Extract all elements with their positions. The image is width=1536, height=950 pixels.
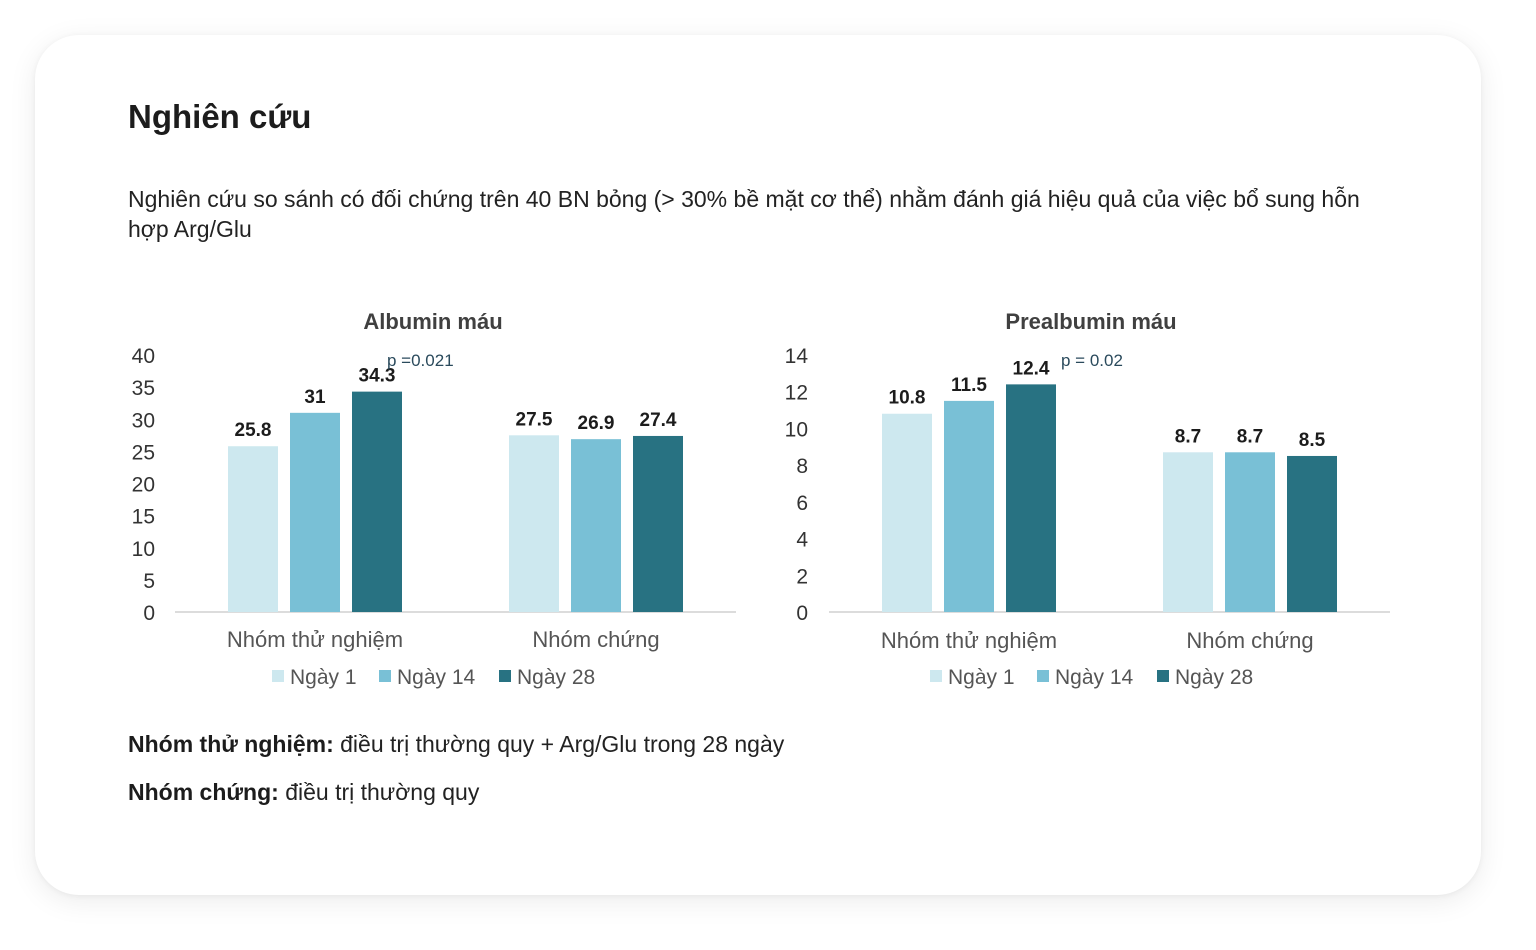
- y-tick-label: 5: [143, 570, 155, 593]
- data-label: 31: [304, 387, 326, 408]
- x-category-label: Nhóm chứng: [532, 627, 659, 652]
- x-category-label: Nhóm thử nghiệm: [881, 628, 1057, 653]
- chart-title: Prealbumin máu: [1005, 309, 1176, 334]
- bar: [571, 439, 621, 612]
- bar: [509, 435, 559, 612]
- y-tick-label: 0: [143, 602, 155, 625]
- p-value-annotation: p = 0.02: [1061, 351, 1123, 370]
- y-tick-label: 14: [785, 345, 809, 368]
- data-label: 8.7: [1237, 426, 1263, 447]
- bar: [1006, 384, 1056, 612]
- bar: [290, 412, 340, 612]
- page-title: Nghiên cứu: [128, 98, 312, 135]
- note-control-group: Nhóm chứng: điều trị thường quy: [128, 777, 479, 807]
- y-tick-label: 0: [796, 602, 808, 625]
- bar: [1225, 452, 1275, 612]
- y-tick-label: 6: [796, 492, 808, 515]
- bar: [633, 435, 683, 612]
- legend-label: Ngày 14: [397, 666, 476, 689]
- data-label: 26.9: [578, 413, 615, 434]
- x-category-label: Nhóm thử nghiệm: [227, 627, 403, 652]
- chart-title: Albumin máu: [363, 309, 502, 334]
- data-label: 27.5: [516, 409, 553, 430]
- y-tick-label: 20: [132, 474, 155, 497]
- legend-label: Ngày 1: [948, 666, 1015, 689]
- data-label: 8.5: [1299, 430, 1326, 451]
- y-tick-label: 10: [132, 538, 155, 561]
- y-tick-label: 4: [796, 529, 808, 552]
- data-label: 11.5: [951, 375, 987, 396]
- legend-swatch: [1157, 670, 1169, 682]
- data-label: 34.3: [359, 366, 396, 387]
- data-label: 10.8: [889, 388, 926, 409]
- study-description: Nghiên cứu so sánh có đối chứng trên 40 …: [128, 186, 1360, 242]
- bar: [944, 400, 994, 612]
- y-tick-label: 2: [796, 565, 808, 588]
- note-label: Nhóm chứng:: [128, 779, 279, 805]
- legend-label: Ngày 14: [1055, 666, 1134, 689]
- bar: [882, 413, 932, 612]
- legend-swatch: [272, 670, 284, 682]
- data-label: 8.7: [1175, 426, 1201, 447]
- note-text: điều trị thường quy: [278, 779, 480, 805]
- legend-swatch: [930, 670, 942, 682]
- legend-swatch: [499, 670, 511, 682]
- data-label: 12.4: [1013, 358, 1050, 379]
- bar: [228, 446, 278, 612]
- y-tick-label: 12: [785, 382, 808, 405]
- y-tick-label: 40: [132, 345, 155, 368]
- bar: [1163, 452, 1213, 612]
- x-category-label: Nhóm chứng: [1186, 628, 1313, 653]
- data-label: 25.8: [235, 420, 272, 441]
- y-tick-label: 10: [785, 418, 808, 441]
- y-tick-label: 8: [796, 455, 808, 478]
- note-text: điều trị thường quy + Arg/Glu trong 28 n…: [333, 731, 785, 757]
- y-tick-label: 15: [132, 506, 155, 529]
- legend-swatch: [1037, 670, 1049, 682]
- legend-label: Ngày 1: [290, 666, 357, 689]
- y-tick-label: 25: [132, 441, 155, 464]
- legend-label: Ngày 28: [1175, 666, 1253, 689]
- bar: [352, 391, 402, 612]
- y-tick-label: 35: [132, 377, 155, 400]
- p-value-annotation: p =0.021: [387, 351, 454, 370]
- note-experimental-group: Nhóm thử nghiệm: điều trị thường quy + A…: [128, 729, 784, 759]
- note-label: Nhóm thử nghiệm:: [128, 731, 334, 757]
- legend-label: Ngày 28: [517, 666, 595, 689]
- y-tick-label: 30: [132, 409, 155, 432]
- bar: [1287, 455, 1337, 612]
- legend-swatch: [379, 670, 391, 682]
- data-label: 27.4: [640, 410, 677, 431]
